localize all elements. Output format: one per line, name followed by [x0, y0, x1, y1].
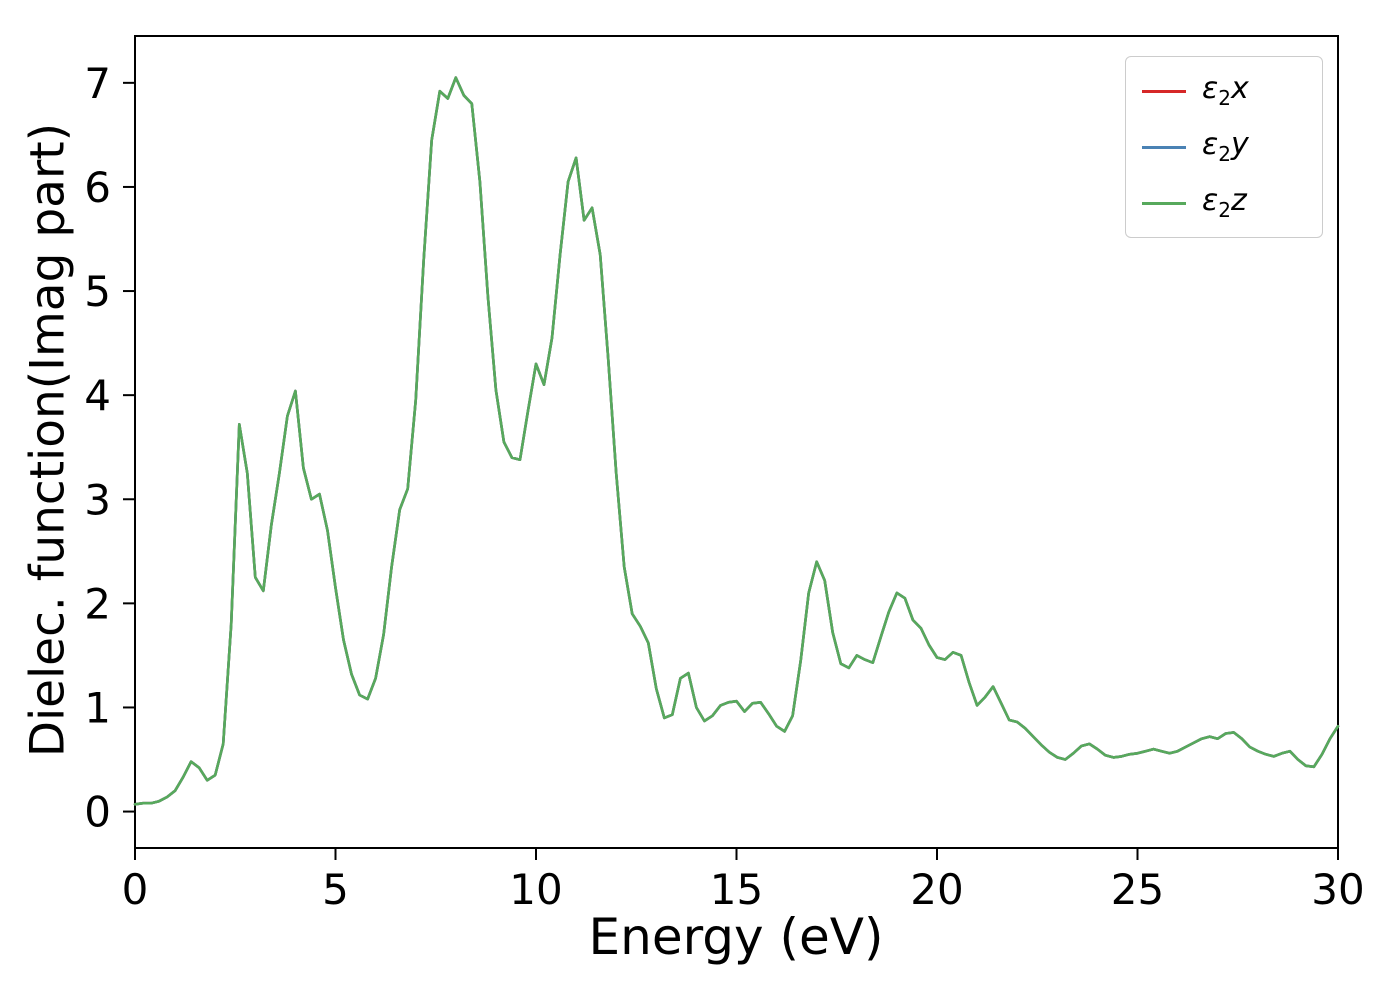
legend-item-e2y: ε2y [1142, 127, 1304, 167]
series-line-e2z [133, 76, 1340, 806]
legend-line-e2y [1142, 145, 1186, 149]
x-tick-label: 25 [1111, 865, 1164, 914]
legend-item-e2z: ε2z [1142, 183, 1304, 223]
y-tick-label: 7 [84, 59, 111, 108]
y-tick-label: 5 [84, 267, 111, 316]
y-tick-label: 4 [84, 371, 111, 420]
y-tick-label: 1 [84, 683, 111, 732]
legend-label-e2x: ε2x [1202, 71, 1249, 110]
y-tick-label: 3 [84, 475, 111, 524]
legend-line-e2z [1142, 201, 1186, 205]
legend-line-e2x [1142, 89, 1186, 93]
x-tick-label: 10 [509, 865, 562, 914]
legend: ε2x ε2y ε2z [1125, 56, 1323, 238]
x-tick-label: 30 [1311, 865, 1364, 914]
axes-box [134, 35, 1339, 849]
x-tick-label: 20 [910, 865, 963, 914]
y-tick-label: 0 [84, 788, 111, 837]
legend-label-e2z: ε2z [1202, 183, 1247, 222]
legend-item-e2x: ε2x [1142, 71, 1304, 111]
y-tick-label: 6 [84, 163, 111, 212]
legend-label-e2y: ε2y [1202, 127, 1249, 166]
x-tick-label: 5 [322, 865, 349, 914]
x-tick-label: 0 [122, 865, 149, 914]
y-tick-label: 2 [84, 579, 111, 628]
x-axis-label: Energy (eV) [588, 908, 884, 966]
x-tick-label: 15 [710, 865, 763, 914]
